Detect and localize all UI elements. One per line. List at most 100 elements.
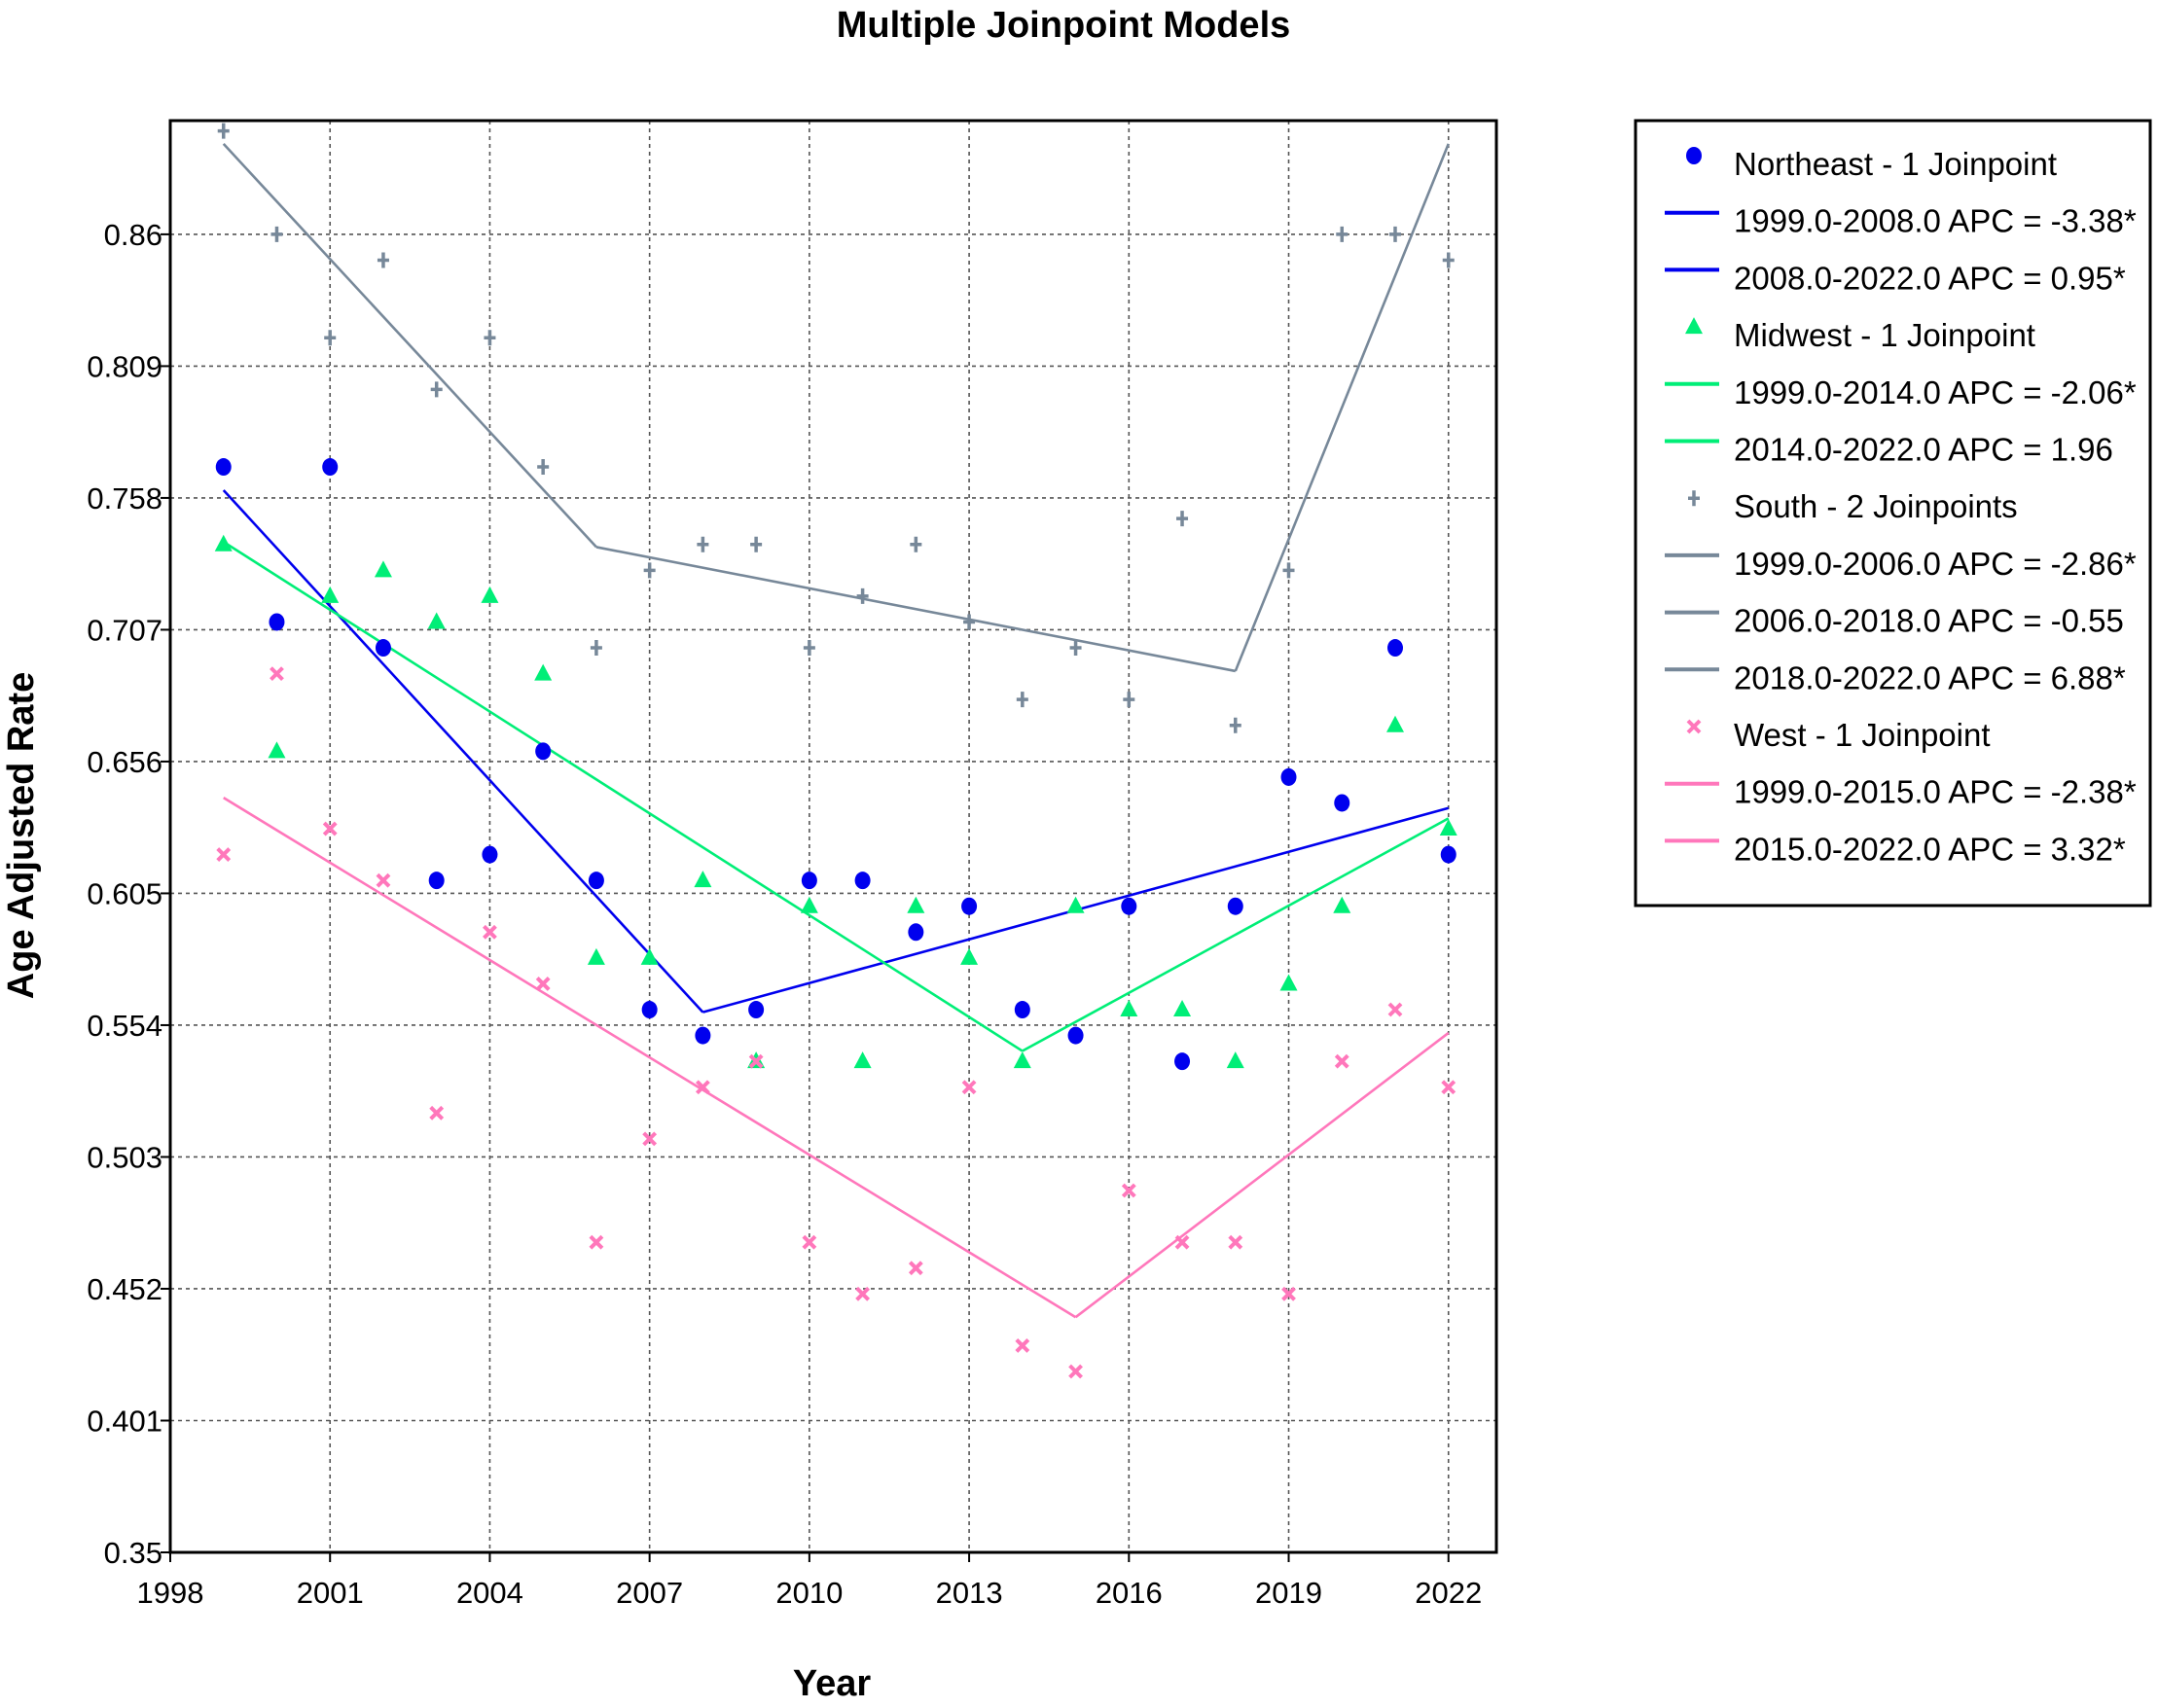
- data-point: [642, 1131, 658, 1147]
- legend-segment-label: 1999.0-2014.0 APC = -2.06*: [1734, 374, 2137, 410]
- data-point: [1333, 896, 1351, 913]
- legend-entry-label: Northeast - 1 Joinpoint: [1734, 146, 2057, 182]
- x-tick-label: 1998: [137, 1576, 204, 1610]
- x-tick-label: 2010: [775, 1576, 843, 1610]
- y-tick-label: 0.707: [87, 613, 162, 647]
- data-point: [428, 872, 445, 890]
- data-point: [1334, 794, 1350, 812]
- data-point: [1016, 692, 1028, 708]
- data-point: [589, 1234, 604, 1250]
- data-point: [430, 381, 443, 398]
- data-point: [855, 1286, 871, 1301]
- data-point: [1385, 715, 1404, 732]
- data-point: [1068, 1364, 1083, 1379]
- fit-segment: [1074, 1031, 1450, 1319]
- data-point: [535, 742, 552, 761]
- data-point: [1386, 639, 1403, 658]
- legend-segment-label: 2014.0-2022.0 APC = 1.96: [1734, 432, 2113, 468]
- x-tick-label: 2022: [1415, 1576, 1482, 1610]
- data-point: [640, 947, 659, 965]
- legend-segment-label: 2015.0-2022.0 APC = 3.32*: [1734, 831, 2126, 867]
- y-tick-label: 0.86: [104, 218, 162, 252]
- legend-segment-label: 2018.0-2022.0 APC = 6.88*: [1734, 659, 2126, 695]
- data-point: [429, 1105, 445, 1121]
- data-point: [374, 560, 392, 578]
- data-point: [1123, 692, 1135, 708]
- data-point: [1280, 767, 1297, 786]
- legend-segment-label: 2008.0-2022.0 APC = 0.95*: [1734, 260, 2126, 296]
- data-point: [427, 612, 446, 629]
- data-point: [1281, 1286, 1296, 1301]
- data-point: [800, 896, 818, 913]
- legend-symbol: [1686, 147, 1702, 164]
- data-point: [1389, 226, 1401, 242]
- chart-title: Multiple Joinpoint Models: [837, 5, 1291, 46]
- data-point: [801, 872, 817, 890]
- y-tick-label: 0.809: [87, 349, 162, 383]
- data-point: [324, 330, 337, 346]
- data-point: [1015, 1338, 1030, 1353]
- data-point: [908, 923, 924, 942]
- data-point: [375, 639, 391, 658]
- data-point: [961, 1080, 977, 1095]
- data-point: [1227, 897, 1243, 915]
- legend-entry-label: Midwest - 1 Joinpoint: [1734, 317, 2035, 353]
- data-point: [483, 924, 497, 940]
- data-point: [1441, 1080, 1457, 1095]
- y-tick-label: 0.35: [104, 1536, 162, 1570]
- data-point: [214, 534, 233, 552]
- y-tick-label: 0.758: [87, 481, 162, 516]
- data-point: [643, 562, 656, 579]
- data-point: [750, 536, 763, 552]
- x-tick-label: 2004: [456, 1576, 523, 1610]
- data-point: [1334, 1053, 1349, 1069]
- data-point: [1229, 717, 1241, 733]
- x-tick-label: 2016: [1096, 1576, 1163, 1610]
- data-point: [1279, 974, 1298, 991]
- x-tick-label: 2019: [1255, 1576, 1322, 1610]
- data-point: [854, 872, 871, 890]
- legend-segment-label: 1999.0-2015.0 APC = -2.38*: [1734, 774, 2137, 810]
- data-point: [961, 897, 978, 915]
- legend-symbol: [1685, 317, 1703, 335]
- data-point: [376, 872, 391, 888]
- data-point: [321, 586, 340, 603]
- data-point: [1176, 511, 1189, 527]
- fit-lines: [222, 143, 1450, 1319]
- data-point: [856, 587, 869, 604]
- data-point: [482, 845, 498, 864]
- data-point: [695, 1026, 711, 1045]
- y-tick-label: 0.554: [87, 1009, 162, 1043]
- data-point: [1440, 845, 1457, 864]
- data-point: [908, 1261, 923, 1276]
- x-tick-label: 2013: [936, 1576, 1003, 1610]
- x-axis-title: Year: [793, 1663, 872, 1704]
- axis-ticks: 1998 2001 2004 2007 2010 2013 2016 2019 2022 0.35…: [87, 218, 1482, 1610]
- data-point: [910, 536, 922, 552]
- gridlines: [170, 121, 1496, 1552]
- fit-segment: [1234, 143, 1450, 672]
- data-point: [963, 614, 976, 630]
- data-point: [322, 821, 338, 836]
- data-point: [960, 947, 979, 965]
- data-point: [907, 896, 925, 913]
- data-point: [484, 330, 496, 346]
- data-point: [537, 459, 550, 476]
- y-axis-title: Age Adjusted Rate: [1, 672, 42, 999]
- data-point: [590, 640, 602, 657]
- data-point: [217, 123, 230, 139]
- y-tick-label: 0.401: [87, 1404, 162, 1438]
- data-point: [1387, 1002, 1403, 1017]
- data-point: [534, 663, 553, 681]
- data-point: [1174, 1052, 1191, 1071]
- data-point: [853, 1051, 872, 1069]
- data-point: [697, 536, 709, 552]
- data-point: [588, 872, 604, 890]
- data-point: [481, 586, 499, 603]
- y-tick-label: 0.656: [87, 745, 162, 779]
- data-point: [1069, 640, 1082, 657]
- data-point: [1067, 1026, 1084, 1045]
- data-point: [322, 458, 339, 477]
- data-point: [535, 977, 551, 991]
